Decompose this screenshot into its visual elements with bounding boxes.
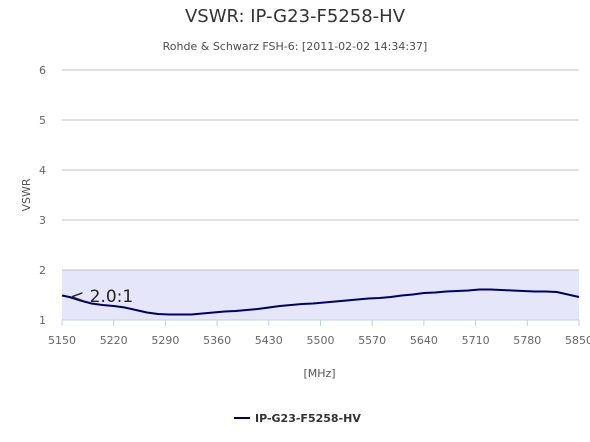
- chart-subtitle: Rohde & Schwarz FSH-6: [2011-02-02 14:34…: [162, 40, 428, 53]
- x-tick-label: 5290: [151, 334, 179, 347]
- y-tick-label: 1: [39, 314, 46, 327]
- x-tick-label: 5850: [565, 334, 590, 347]
- y-axis-label: VSWR: [20, 178, 33, 211]
- y-tick-label: 2: [39, 264, 46, 277]
- x-tick-label: 5360: [203, 334, 231, 347]
- x-axis-label: [MHz]: [303, 367, 335, 380]
- x-tick-label: 5640: [410, 334, 438, 347]
- y-tick-label: 3: [39, 214, 46, 227]
- x-tick-label: 5500: [307, 334, 335, 347]
- threshold-annotation: < 2.0:1: [70, 287, 133, 307]
- x-tick-label: 5710: [462, 334, 490, 347]
- x-tick-label: 5570: [358, 334, 386, 347]
- y-tick-label: 5: [39, 114, 46, 127]
- x-tick-label: 5150: [48, 334, 76, 347]
- x-tick-label: 5430: [255, 334, 283, 347]
- acceptable-band: [62, 270, 579, 320]
- legend[interactable]: IP-G23-F5258-HV: [234, 412, 361, 425]
- chart-title: VSWR: IP-G23-F5258-HV: [184, 6, 406, 27]
- y-tick-labels: 1 2 3 4 5 6: [39, 64, 46, 327]
- legend-item-label: IP-G23-F5258-HV: [255, 412, 361, 425]
- x-tick-labels: 5150 5220 5290 5360 5430 5500 5570 5640 5710 5780…: [48, 320, 590, 347]
- x-tick-label: 5780: [513, 334, 541, 347]
- y-tick-label: 6: [39, 64, 46, 77]
- y-tick-label: 4: [39, 164, 46, 177]
- x-tick-label: 5220: [100, 334, 128, 347]
- series-line: [61, 288, 580, 316]
